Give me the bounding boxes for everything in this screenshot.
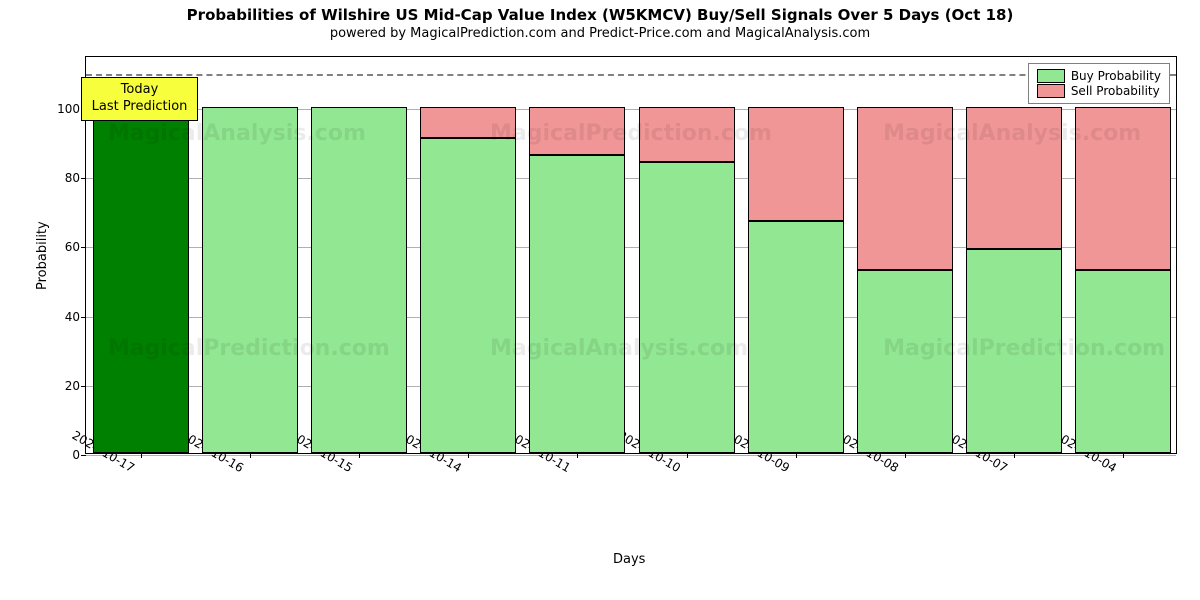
x-tick-mark	[1014, 453, 1015, 458]
legend-row-sell: Sell Probability	[1037, 84, 1161, 98]
y-tick-mark	[81, 178, 86, 179]
x-tick-mark	[577, 453, 578, 458]
bars-container	[86, 57, 1176, 453]
annotation-line2: Last Prediction	[92, 99, 188, 116]
legend-row-buy: Buy Probability	[1037, 69, 1161, 83]
x-tick-mark	[796, 453, 797, 458]
bar-buy	[966, 249, 1062, 453]
bar-slot	[420, 55, 516, 453]
y-tick-mark	[81, 455, 86, 456]
bar-buy	[529, 155, 625, 453]
bar-slot	[529, 55, 625, 453]
bar-buy	[311, 107, 407, 453]
y-tick-mark	[81, 247, 86, 248]
chart-title: Probabilities of Wilshire US Mid-Cap Val…	[0, 6, 1200, 24]
bar-slot	[857, 55, 953, 453]
bar-buy	[639, 162, 735, 453]
x-tick-mark	[687, 453, 688, 458]
plot-area: 020406080100 2024-10-172024-10-162024-10…	[85, 56, 1177, 454]
legend-swatch-sell	[1037, 84, 1065, 98]
bar-buy	[93, 107, 189, 453]
bar-sell	[748, 107, 844, 221]
x-tick-mark	[905, 453, 906, 458]
bar-buy	[202, 107, 298, 453]
bar-sell	[639, 107, 735, 162]
legend-label-sell: Sell Probability	[1071, 84, 1160, 98]
x-tick-mark	[250, 453, 251, 458]
bar-buy	[1075, 270, 1171, 453]
today-annotation: Today Last Prediction	[81, 77, 199, 121]
bar-slot	[966, 55, 1062, 453]
bar-slot	[202, 55, 298, 453]
bar-buy	[748, 221, 844, 453]
bar-sell	[966, 107, 1062, 249]
x-tick-mark	[141, 453, 142, 458]
y-tick-mark	[81, 317, 86, 318]
bar-slot	[748, 55, 844, 453]
x-tick-mark	[468, 453, 469, 458]
chart-subtitle: powered by MagicalPrediction.com and Pre…	[0, 26, 1200, 41]
bar-sell	[529, 107, 625, 155]
y-tick-mark	[81, 386, 86, 387]
bar-buy	[420, 138, 516, 453]
bar-sell	[1075, 107, 1171, 270]
x-axis-label: Days	[613, 552, 645, 567]
chart-titles: Probabilities of Wilshire US Mid-Cap Val…	[0, 6, 1200, 41]
bar-slot	[639, 55, 735, 453]
bar-sell	[420, 107, 516, 138]
bar-buy	[857, 270, 953, 453]
legend-swatch-buy	[1037, 69, 1065, 83]
annotation-line1: Today	[92, 82, 188, 99]
bar-slot	[311, 55, 407, 453]
legend: Buy Probability Sell Probability	[1028, 63, 1170, 104]
x-tick-mark	[359, 453, 360, 458]
y-axis-label: Probability	[35, 221, 50, 290]
bar-slot	[1075, 55, 1171, 453]
x-tick-mark	[1123, 453, 1124, 458]
bar-sell	[857, 107, 953, 270]
legend-label-buy: Buy Probability	[1071, 69, 1161, 83]
reference-line	[86, 74, 1176, 76]
